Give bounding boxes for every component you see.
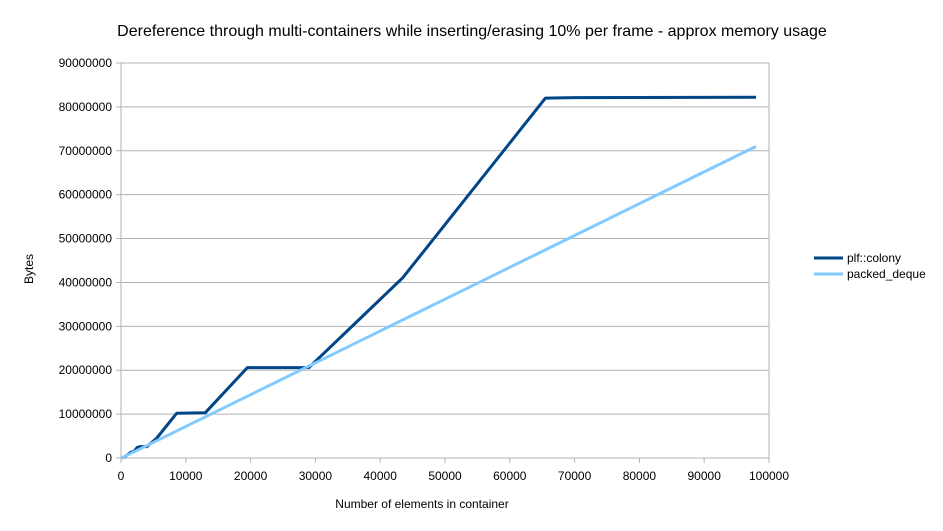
x-tick-label: 10000 [169, 469, 203, 483]
y-tick-label: 0 [105, 451, 112, 465]
x-tick-label: 100000 [749, 469, 789, 483]
y-tick-label: 60000000 [59, 188, 113, 202]
series-line-1 [120, 145, 757, 460]
y-tick-label: 70000000 [59, 144, 113, 158]
y-axis-label: Bytes [22, 254, 36, 284]
gridlines [121, 62, 770, 458]
x-tick-label: 0 [118, 469, 125, 483]
y-tick-label: 80000000 [59, 100, 113, 114]
data-series [120, 95, 757, 460]
x-tick-label: 60000 [493, 469, 527, 483]
y-tick-label: 40000000 [59, 275, 113, 289]
y-tick-label: 90000000 [59, 56, 113, 70]
legend-label: plf::colony [847, 251, 901, 265]
axes: 0 10000000 20000000 30000000 40000000 5000000… [59, 56, 790, 483]
y-tick-label: 10000000 [59, 407, 113, 421]
x-tick-label: 70000 [558, 469, 592, 483]
y-tick-label: 30000000 [59, 319, 113, 333]
x-tick-label: 40000 [364, 469, 398, 483]
x-axis-label: Number of elements in container [335, 497, 508, 511]
x-tick-label: 30000 [299, 469, 333, 483]
chart-title: Dereference through multi-containers whi… [117, 23, 827, 40]
y-tick-label: 50000000 [59, 232, 113, 246]
legend-label: packed_deque [847, 267, 926, 281]
y-tick-label: 20000000 [59, 363, 113, 377]
x-tick-label: 90000 [688, 469, 722, 483]
series-line-0 [121, 95, 757, 460]
x-tick-label: 20000 [234, 469, 268, 483]
x-tick-label: 80000 [623, 469, 657, 483]
x-tick-label: 50000 [428, 469, 462, 483]
